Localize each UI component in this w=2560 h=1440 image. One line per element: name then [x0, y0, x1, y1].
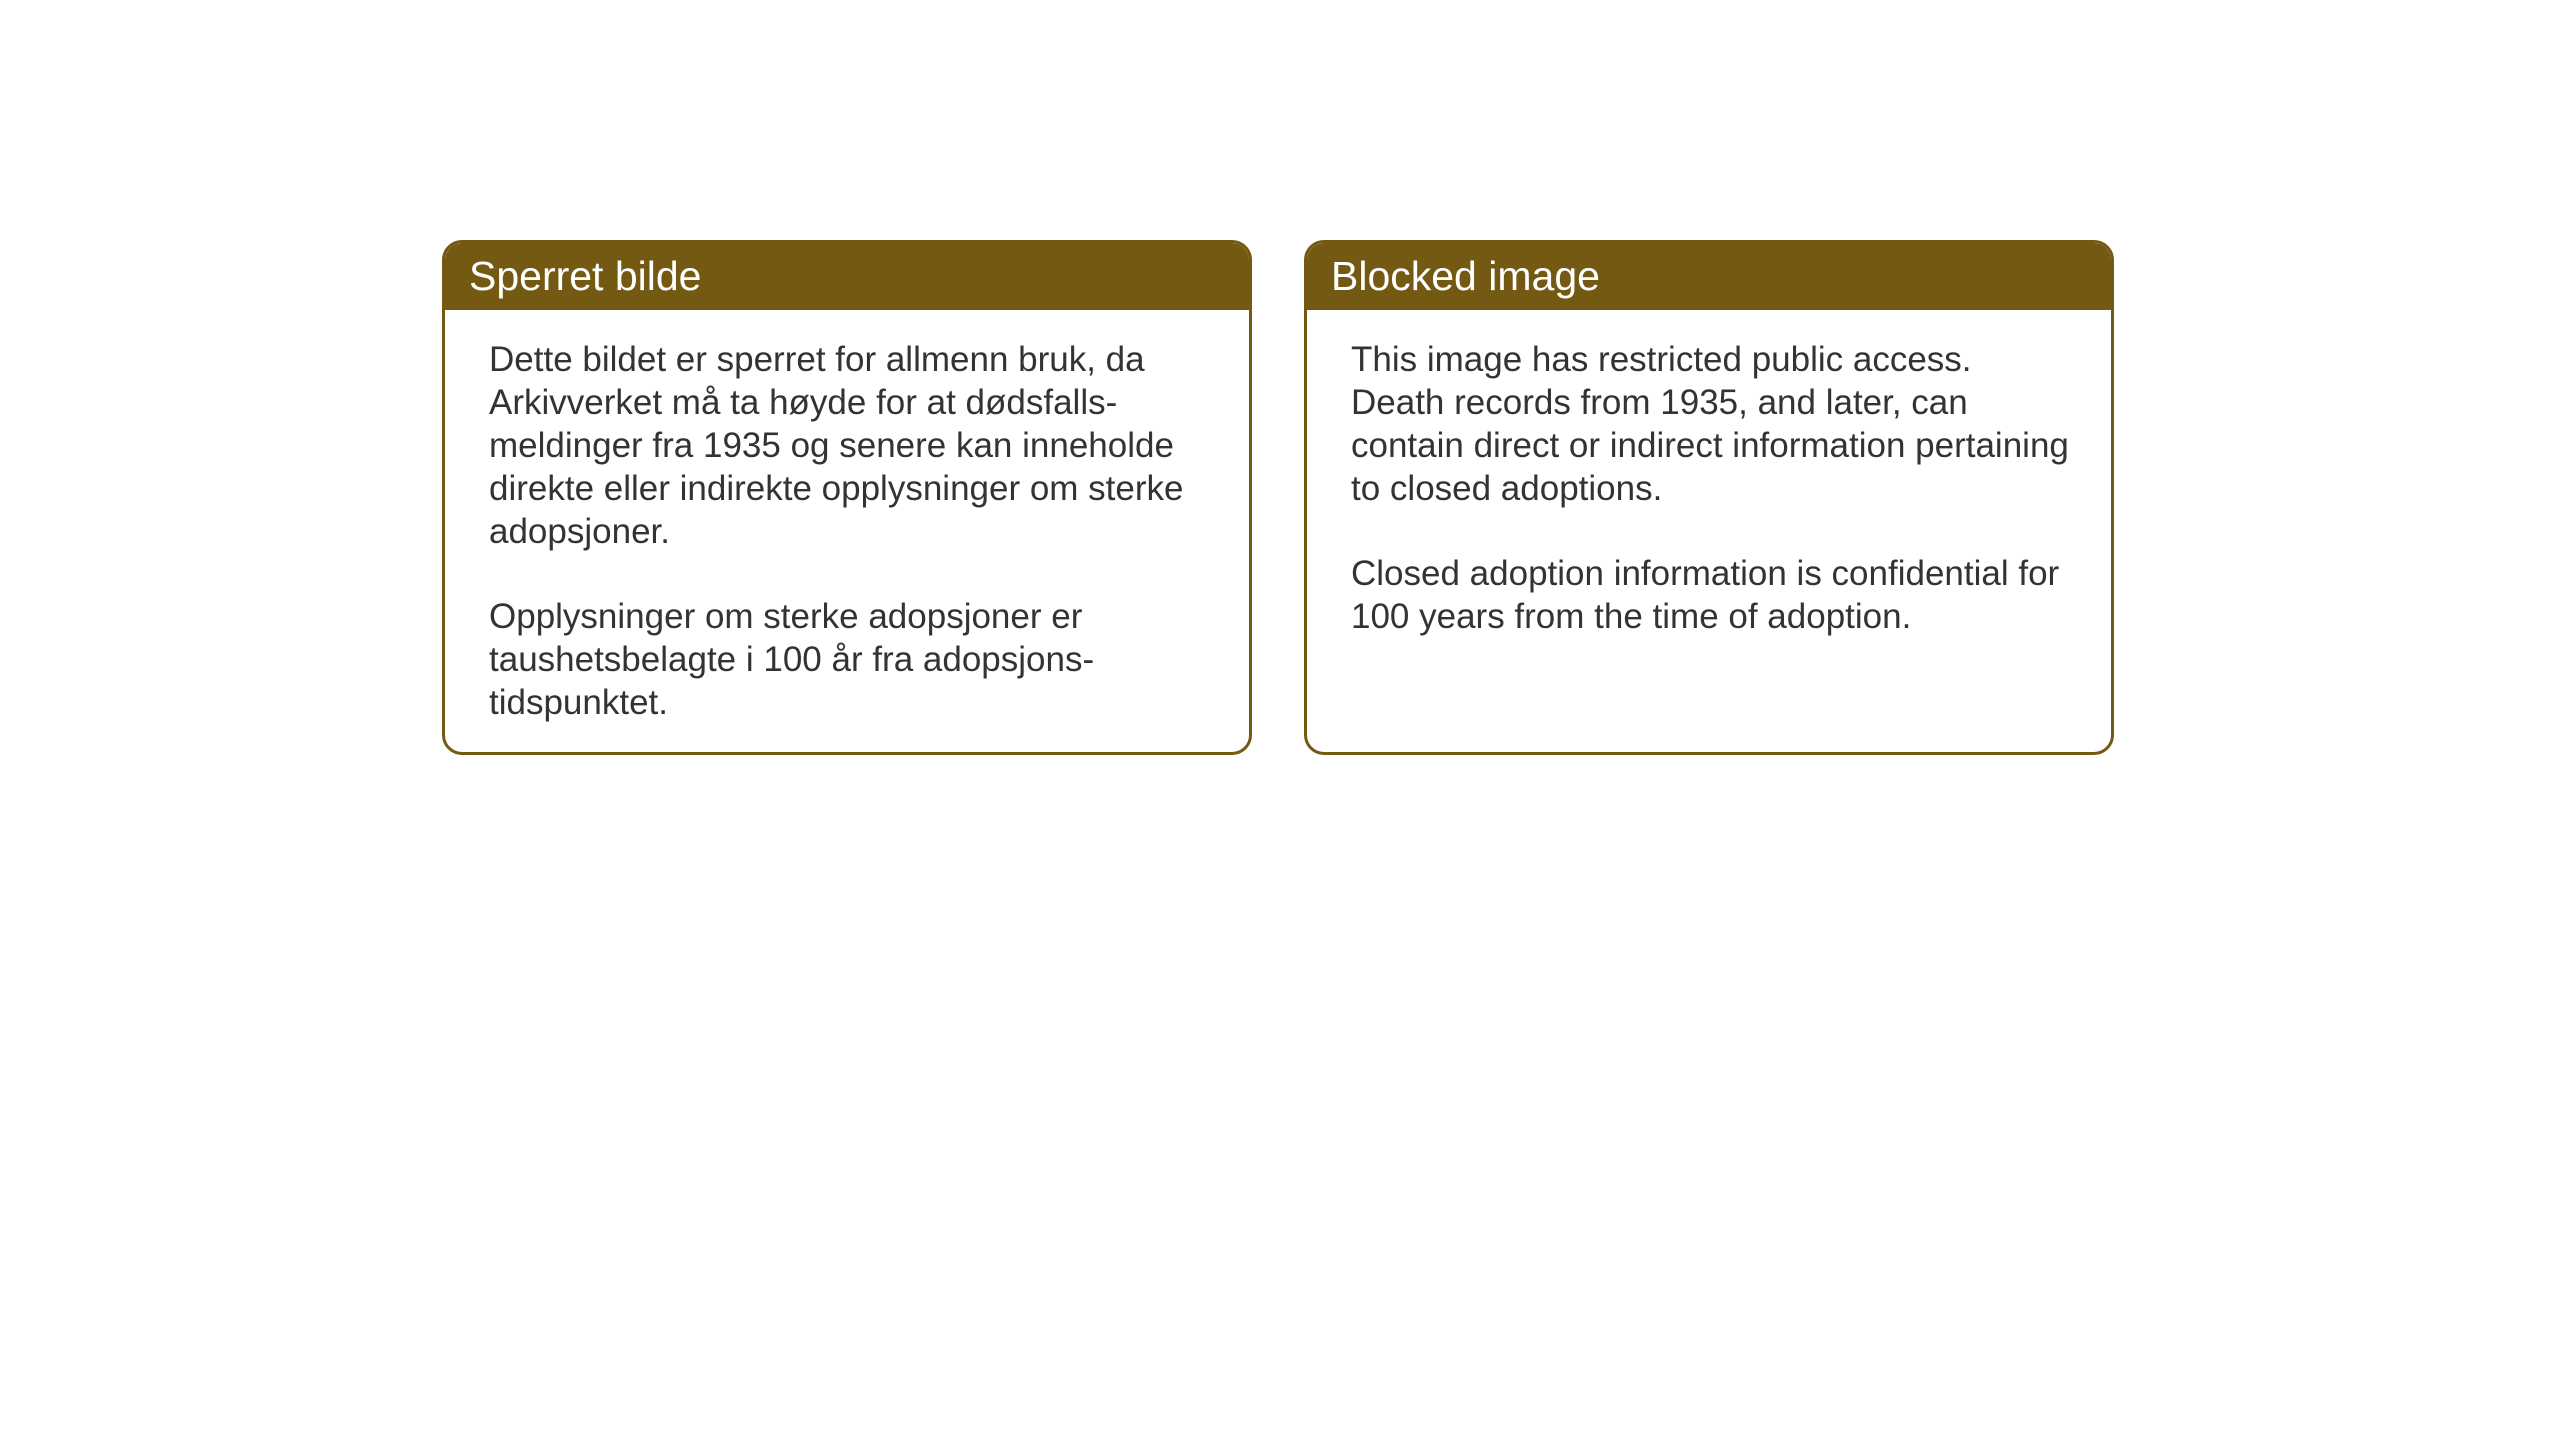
notice-paragraph-english-1: This image has restricted public access.…	[1351, 338, 2073, 510]
notice-body-norwegian: Dette bildet er sperret for allmenn bruk…	[445, 310, 1249, 752]
notice-paragraph-norwegian-1: Dette bildet er sperret for allmenn bruk…	[489, 338, 1211, 553]
notice-title-norwegian: Sperret bilde	[445, 243, 1249, 310]
notice-card-english: Blocked image This image has restricted …	[1304, 240, 2114, 755]
notice-title-english: Blocked image	[1307, 243, 2111, 310]
notice-body-english: This image has restricted public access.…	[1307, 310, 2111, 666]
notice-paragraph-norwegian-2: Opplysninger om sterke adopsjoner er tau…	[489, 595, 1211, 724]
notice-paragraph-english-2: Closed adoption information is confident…	[1351, 552, 2073, 638]
notice-card-norwegian: Sperret bilde Dette bildet er sperret fo…	[442, 240, 1252, 755]
notice-container: Sperret bilde Dette bildet er sperret fo…	[0, 0, 2560, 755]
